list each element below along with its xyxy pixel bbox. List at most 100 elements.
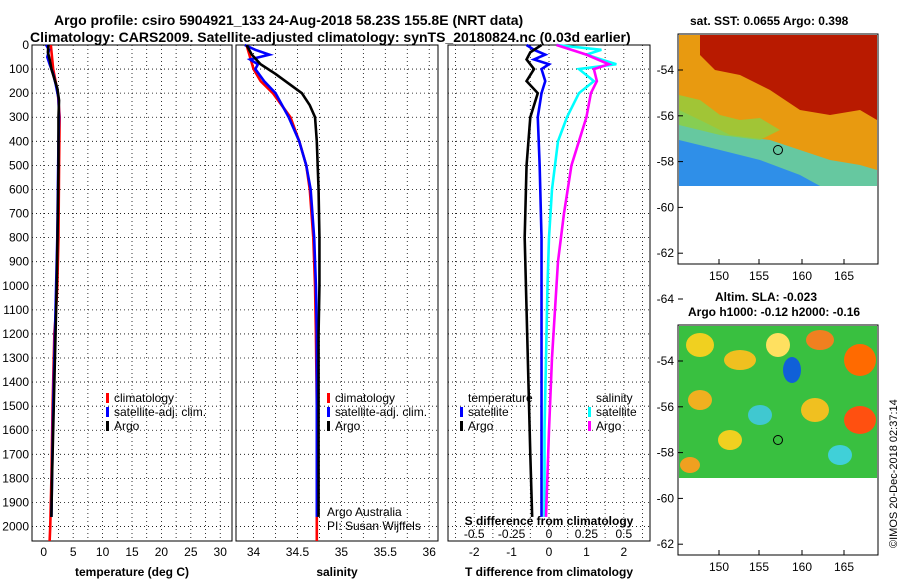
- legend-label: climatology: [114, 391, 174, 405]
- panel-temperature: 0 5 10 15 20 25 300100200300400500600700800900…: [2, 38, 233, 579]
- x-tick-label: 34: [247, 545, 261, 559]
- s-tick-label: -0.25: [498, 527, 526, 541]
- map-lat-label: -64: [657, 292, 675, 306]
- map-lat-label: -56: [657, 400, 675, 414]
- sla-argo-marker: [773, 435, 783, 445]
- map-lon-label: 150: [709, 269, 729, 283]
- sla-blob: [801, 398, 829, 422]
- s-tick-label: 0.25: [575, 527, 599, 541]
- x-tick-label: 5: [70, 545, 77, 559]
- y-tick-label: 1400: [2, 375, 29, 389]
- map-lon-label: 160: [792, 269, 812, 283]
- title-line2: Climatology: CARS2009. Satellite-adjuste…: [30, 29, 631, 45]
- sla-blob: [844, 406, 876, 434]
- y-tick-label: 1200: [2, 327, 29, 341]
- x-tick-label: 0: [546, 545, 553, 559]
- credit-2: PI: Susan Wijffels: [327, 519, 421, 533]
- series-line: [544, 43, 613, 517]
- map-lat-label: -54: [657, 354, 675, 368]
- x-tick-label: 30: [214, 545, 228, 559]
- legend-swatch: [327, 421, 330, 431]
- map-lon-label: 165: [834, 269, 854, 283]
- sla-blob: [783, 357, 801, 383]
- s-tick-label: 0.5: [615, 527, 632, 541]
- legend-swatch: [106, 407, 109, 417]
- y-tick-label: 1000: [2, 279, 29, 293]
- legend-label: satellite: [596, 405, 637, 419]
- legend-label: Argo: [468, 419, 494, 433]
- map-lat-label: -58: [657, 155, 675, 169]
- x-tick-label: 15: [125, 545, 139, 559]
- sla-blob: [680, 457, 700, 473]
- map-lat-label: -62: [657, 246, 675, 260]
- x-axis-label: temperature (deg C): [75, 565, 189, 579]
- x-tick-label: 0: [40, 545, 47, 559]
- sst-cold-region: [679, 140, 820, 186]
- sst-map-title: sat. SST: 0.0655 Argo: 0.398: [690, 14, 849, 28]
- sla-blob: [806, 330, 834, 350]
- series-line: [46, 44, 61, 517]
- y-tick-label: 600: [9, 182, 29, 196]
- y-tick-label: 0: [22, 38, 29, 52]
- x-tick-label: 25: [184, 545, 198, 559]
- y-tick-label: 400: [9, 134, 29, 148]
- legend-swatch: [327, 393, 330, 403]
- s-tick-label: -0.5: [464, 527, 485, 541]
- x-tick-label: 35.5: [374, 545, 398, 559]
- legend-swatch: [327, 407, 330, 417]
- y-tick-label: 1700: [2, 447, 29, 461]
- map-lon-label: 150: [709, 560, 729, 574]
- y-tick-label: 800: [9, 231, 29, 245]
- legend-swatch: [460, 421, 463, 431]
- map-lat-label: -62: [657, 537, 675, 551]
- y-tick-label: 1800: [2, 471, 29, 485]
- s-axis-label: S difference from climatology: [465, 514, 634, 528]
- legend-swatch: [588, 407, 591, 417]
- map-lon-label: 155: [749, 269, 769, 283]
- y-tick-label: 900: [9, 255, 29, 269]
- panel-difference: -2 -1 0 1 2 T difference from climatology -0.5…: [447, 43, 651, 579]
- legend-label: satellite: [468, 405, 509, 419]
- x-axis-label: T difference from climatology: [465, 565, 633, 579]
- sla-blob: [748, 405, 772, 425]
- sst-warm-region: [700, 35, 877, 120]
- sla-blob: [828, 445, 852, 465]
- map-lat-label: -60: [657, 491, 675, 505]
- legend-title-s: salinity: [596, 391, 633, 405]
- legend-swatch: [460, 407, 463, 417]
- legend-label: climatology: [335, 391, 395, 405]
- map-lat-label: -56: [657, 109, 675, 123]
- imos-watermark: ©IMOS 20-Dec-2018 02:37:14: [888, 399, 900, 548]
- y-tick-label: 300: [9, 110, 29, 124]
- sla-blob: [844, 344, 876, 376]
- series-line: [245, 44, 321, 517]
- map-lat-label: -54: [657, 63, 675, 77]
- sla-blob: [766, 333, 790, 357]
- plot-frame: [235, 44, 439, 542]
- x-tick-label: -2: [469, 545, 480, 559]
- x-tick-label: -1: [506, 545, 517, 559]
- sla-blob: [686, 333, 714, 357]
- y-tick-label: 700: [9, 207, 29, 221]
- x-tick-label: 10: [96, 545, 110, 559]
- y-tick-label: 1900: [2, 495, 29, 509]
- sst-green-band: [679, 95, 780, 140]
- map-lat-label: -58: [657, 446, 675, 460]
- sla-map-title-1: Altim. SLA: -0.023: [715, 290, 818, 304]
- sla-blob: [718, 430, 742, 450]
- map-lat-label: -60: [657, 200, 675, 214]
- map-lon-label: 165: [834, 560, 854, 574]
- map-lon-label: 155: [749, 560, 769, 574]
- legend-label: Argo: [335, 419, 361, 433]
- y-tick-label: 2000: [2, 520, 29, 534]
- x-tick-label: 20: [155, 545, 169, 559]
- legend-label: satellite-adj. clim.: [114, 405, 206, 419]
- y-tick-label: 1100: [3, 303, 29, 317]
- sla-blob: [724, 350, 756, 370]
- legend-swatch: [106, 393, 109, 403]
- series-line: [523, 43, 543, 517]
- x-tick-label: 2: [620, 545, 627, 559]
- x-tick-label: 34.5: [286, 545, 310, 559]
- s-tick-label: 0: [546, 527, 553, 541]
